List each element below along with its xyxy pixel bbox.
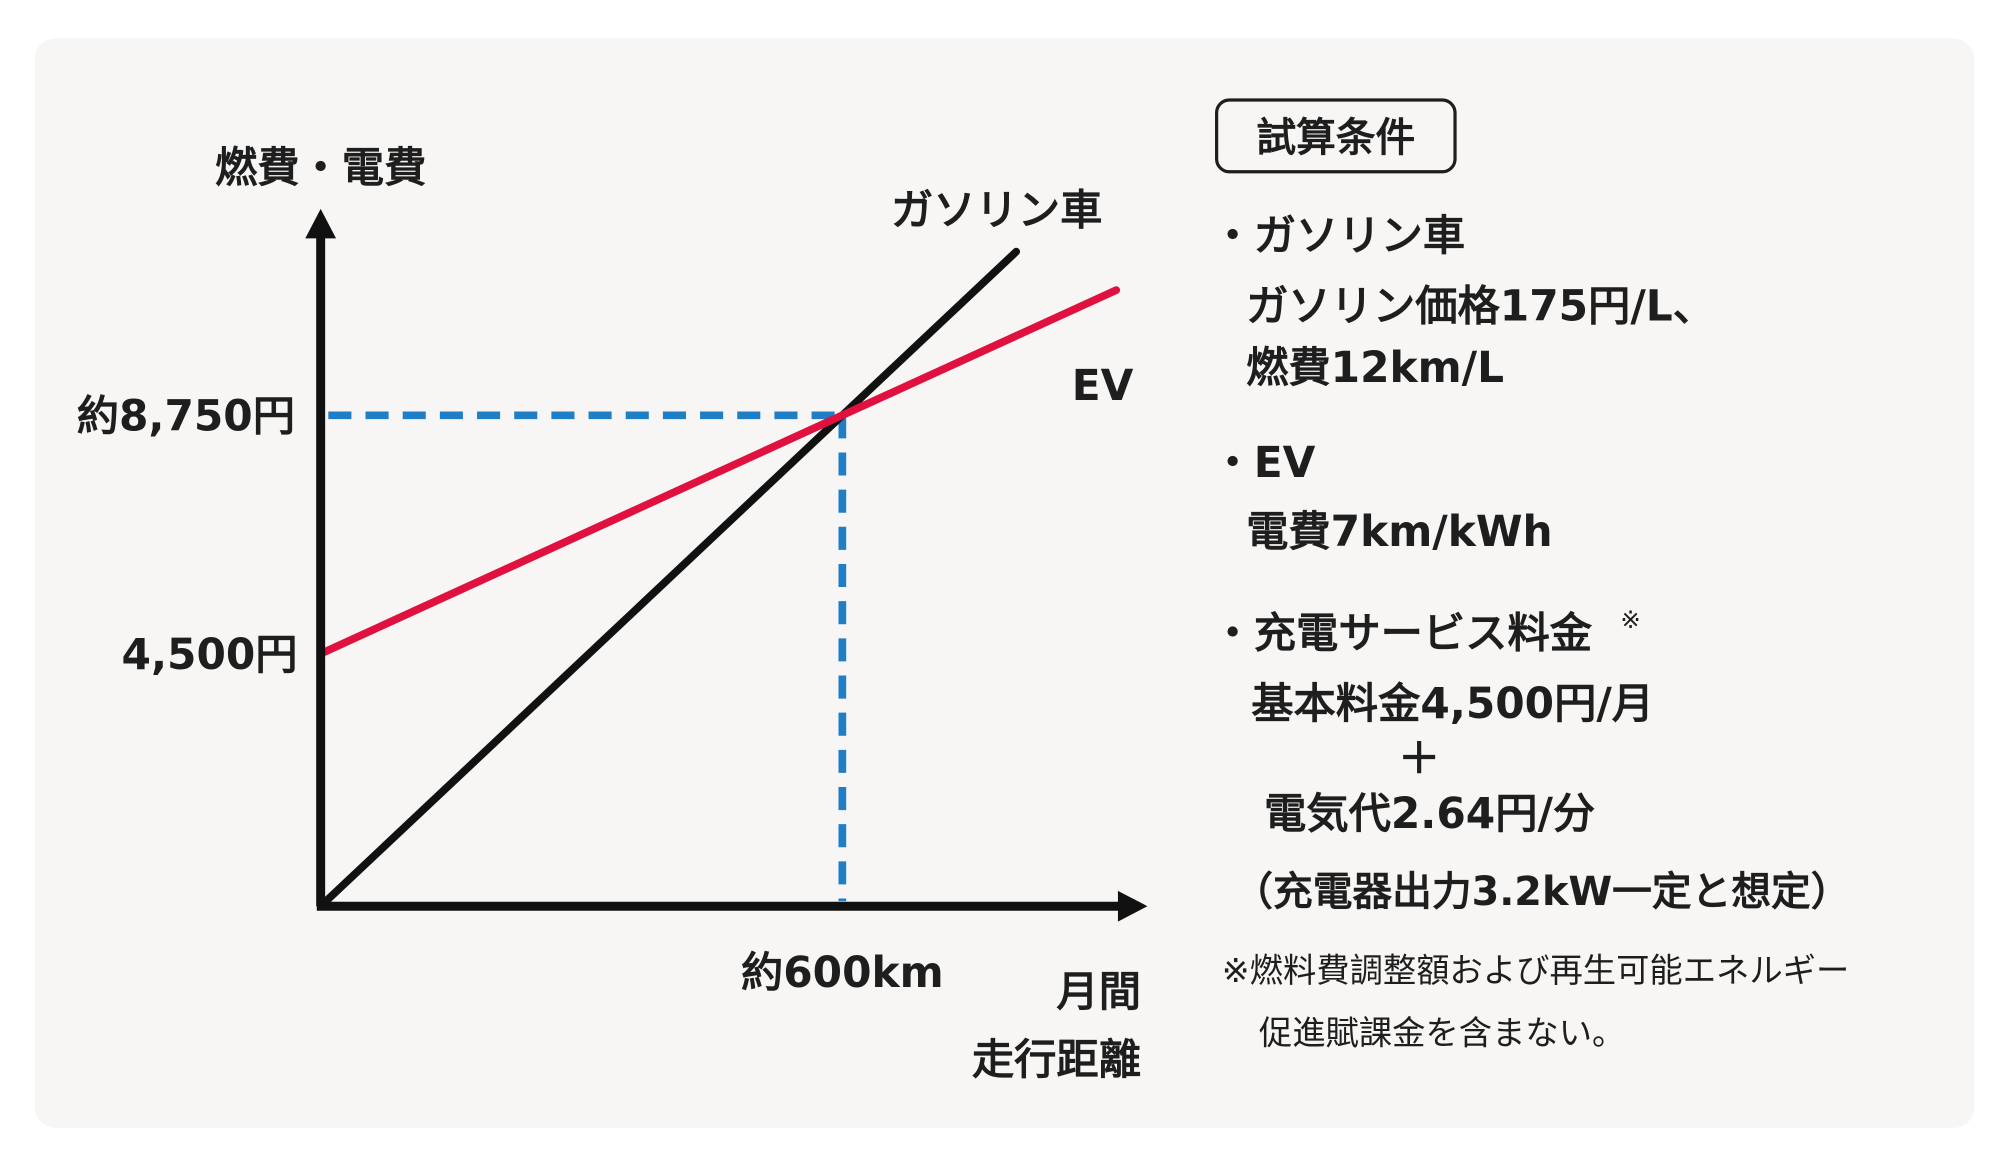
gasoline-price: ガソリン価格175円/L、 <box>1246 281 1715 330</box>
y-tick-label-4500: 4,500円 <box>122 630 298 679</box>
charging-plus: ＋ <box>1398 734 1440 783</box>
conditions-title-box <box>1215 98 1457 174</box>
conditions-panel: 試算条件 ・ガソリン車 ガソリン価格175円/L、 燃費12km/L ・EV 電… <box>1211 98 1851 1053</box>
series-label-ev: EV <box>1072 361 1134 410</box>
footnote-line2: 促進賦課金を含まない。 <box>1259 1014 1625 1053</box>
x-axis-title-line1: 月間 <box>1056 967 1141 1016</box>
y-axis-arrow-icon <box>305 208 337 239</box>
x-axis-arrow-icon <box>1117 890 1148 922</box>
ev-heading: ・EV <box>1211 438 1315 487</box>
series-line-ev <box>316 286 1121 658</box>
gasoline-heading: ・ガソリン車 <box>1211 211 1465 260</box>
chart: 燃費・電費 ガソリン車 EV 約8,750円 4,500円 約600km 月間 … <box>77 143 1148 1084</box>
y-tick-label-8750: 約8,750円 <box>77 392 295 441</box>
charging-base-fee: 基本料金4,500円/月 <box>1251 679 1654 728</box>
card-background <box>34 38 1975 1128</box>
series-label-gasoline: ガソリン車 <box>891 185 1102 234</box>
conditions-title: 試算条件 <box>1256 115 1415 161</box>
ev-efficiency: 電費7km/kWh <box>1246 507 1552 556</box>
x-axis-title-line2: 走行距離 <box>972 1035 1141 1084</box>
charging-heading: ・充電サービス料金 <box>1211 608 1592 657</box>
charging-assumption: （充電器出力3.2kW一定と想定） <box>1233 869 1850 915</box>
charging-note-mark: ※ <box>1620 605 1640 634</box>
x-tick-label-600: 約600km <box>741 948 944 997</box>
charging-electricity-fee: 電気代2.64円/分 <box>1264 789 1595 838</box>
gasoline-efficiency: 燃費12km/L <box>1246 343 1504 392</box>
footnote-line1: ※燃料費調整額および再生可能エネルギー <box>1222 951 1850 990</box>
y-axis-title: 燃費・電費 <box>215 143 426 192</box>
